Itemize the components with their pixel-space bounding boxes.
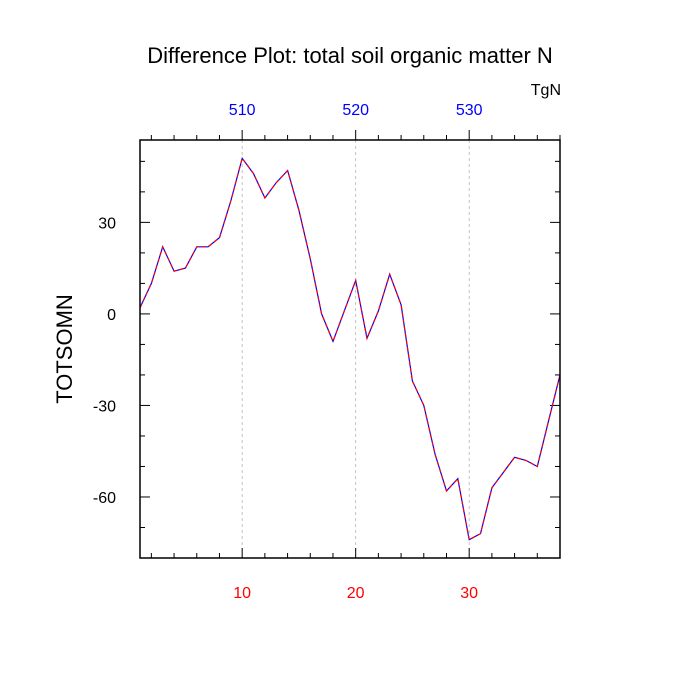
x-tick-label-bottom: 10 <box>233 585 251 602</box>
x-tick-label-top: 520 <box>342 102 369 119</box>
y-tick-label: 0 <box>107 307 116 324</box>
grid-lines <box>241 140 470 558</box>
y-axis-label: TOTSOMN <box>52 294 77 404</box>
y-tick-label: -60 <box>93 490 116 507</box>
units-label: TgN <box>531 82 561 99</box>
y-tick-label: 30 <box>98 215 116 232</box>
axis-ticks <box>140 130 561 558</box>
series-line <box>139 156 561 541</box>
tick-labels: 10 20 30 510 520 530 30 0 -30 -60 <box>93 102 483 602</box>
x-tick-label-bottom: 20 <box>347 585 365 602</box>
x-tick-label-bottom: 30 <box>460 585 478 602</box>
y-tick-label: -30 <box>93 398 116 415</box>
x-tick-label-top: 510 <box>229 102 256 119</box>
series-line-base <box>139 156 561 541</box>
plot-frame <box>139 139 561 559</box>
x-tick-label-top: 530 <box>456 102 483 119</box>
chart-title: Difference Plot: total soil organic matt… <box>147 43 553 68</box>
series-layer <box>139 156 561 541</box>
